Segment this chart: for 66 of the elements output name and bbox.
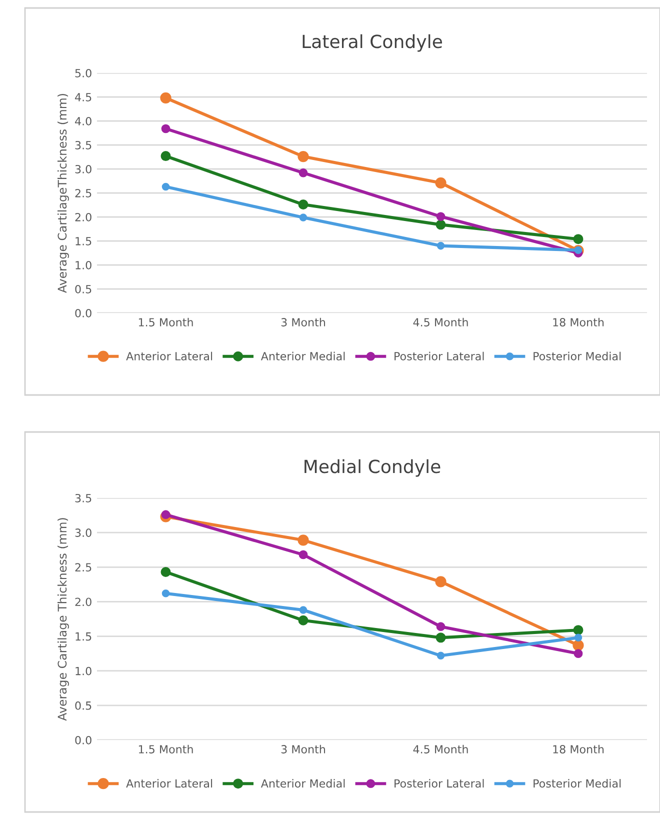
- x-tick-label: 3 Month: [281, 744, 326, 754]
- x-tick-label: 3 Month: [281, 318, 326, 326]
- x-tick-label: 1.5 Month: [138, 744, 193, 754]
- y-tick-label: 1.5: [76, 237, 92, 246]
- x-tick-label: 4.5 Month: [413, 318, 468, 326]
- y-tick-label: 3.0: [75, 528, 92, 537]
- point: [436, 242, 445, 250]
- point: [160, 92, 172, 104]
- point: [574, 649, 583, 658]
- y-tick-label: 0.0: [75, 736, 92, 744]
- point: [436, 652, 445, 660]
- legend-label: Posterior Lateral: [394, 352, 484, 360]
- point: [298, 550, 308, 560]
- point: [573, 625, 584, 636]
- legend-label: Anterior Medial: [260, 779, 345, 788]
- point: [298, 150, 309, 162]
- y-tick-label: 2.5: [75, 188, 92, 198]
- chart-title: Medial Condyle: [304, 459, 440, 477]
- x-tick-label: 18 Month: [553, 744, 604, 754]
- point: [435, 177, 446, 188]
- legend-label: Posterior Medial: [534, 779, 621, 788]
- x-tick-label: 4.5 Month: [413, 744, 468, 754]
- y-tick-label: 0.5: [75, 701, 92, 710]
- y-tick-label: 4.0: [75, 116, 92, 126]
- point: [435, 576, 446, 588]
- y-tick-label: 1.5: [76, 632, 92, 641]
- point: [298, 534, 309, 546]
- y-tick-label: 0.0: [75, 308, 92, 318]
- point: [162, 182, 170, 191]
- point: [298, 615, 308, 626]
- y-tick-label: 1.0: [76, 666, 92, 676]
- y-tick-label: 2.0: [75, 212, 92, 222]
- point: [160, 566, 171, 577]
- point: [161, 124, 170, 134]
- y-tick-label: 0.5: [75, 284, 92, 294]
- x-tick-label: 18 Month: [553, 318, 604, 326]
- point: [436, 220, 446, 230]
- point: [436, 622, 446, 632]
- legend-label: Anterior Medial: [260, 352, 345, 360]
- y-axis-title: Average CartilageThickness (mm): [57, 94, 69, 293]
- legend-label: Anterior Lateral: [126, 352, 212, 360]
- point: [298, 168, 308, 178]
- point: [162, 590, 170, 598]
- chart-title: Lateral Condyle: [302, 34, 442, 52]
- y-tick-label: 4.5: [75, 93, 92, 102]
- y-tick-label: 1.0: [76, 260, 92, 270]
- point: [573, 234, 584, 244]
- point: [299, 214, 308, 222]
- point: [161, 510, 170, 520]
- y-tick-label: 2.0: [75, 598, 92, 606]
- x-tick-label: 1.5 Month: [138, 318, 193, 326]
- y-tick-label: 3.5: [75, 140, 92, 150]
- point: [299, 606, 308, 614]
- y-tick-label: 3.5: [75, 494, 92, 502]
- point: [160, 151, 171, 162]
- point: [436, 212, 446, 221]
- point: [298, 200, 308, 210]
- legend-label: Anterior Lateral: [126, 779, 212, 788]
- y-tick-label: 2.5: [75, 563, 92, 572]
- y-tick-label: 5.0: [75, 68, 92, 78]
- point: [436, 632, 446, 643]
- y-axis-title: Average Cartilage Thickness (mm): [57, 518, 69, 721]
- legend-label: Posterior Medial: [534, 352, 621, 360]
- point: [574, 634, 582, 642]
- y-tick-label: 3.0: [75, 164, 92, 174]
- legend-label: Posterior Lateral: [394, 779, 484, 788]
